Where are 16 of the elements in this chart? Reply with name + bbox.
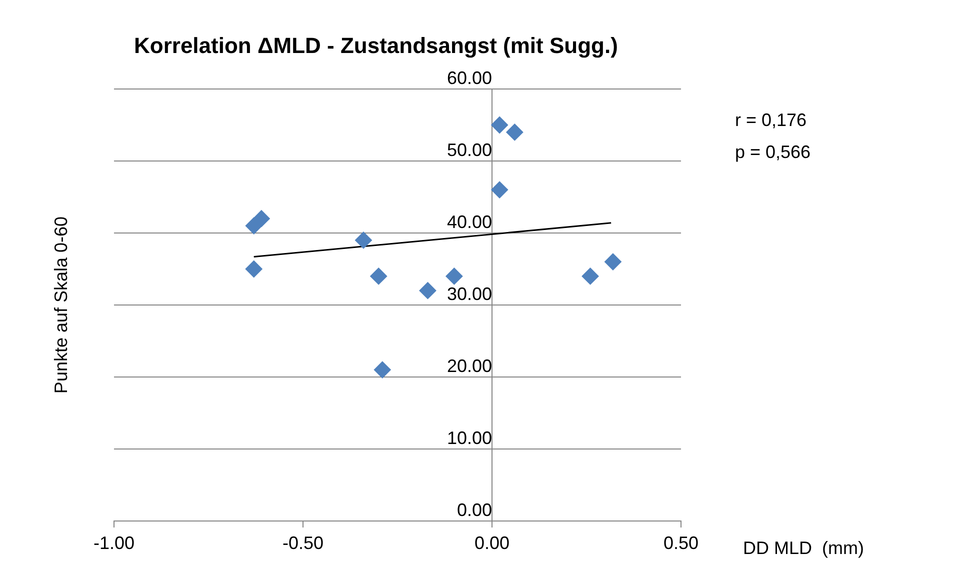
chart-title: Korrelation ΔMLD - Zustandsangst (mit Sugg.) <box>134 33 618 58</box>
y-tick-label: 0.00 <box>456 500 492 520</box>
x-tick-label: -0.50 <box>282 532 324 553</box>
y-tick-label: 30.00 <box>446 284 492 304</box>
y-tick-label: 10.00 <box>446 428 492 448</box>
text: r = 0,176 <box>735 110 807 130</box>
x-tick-label: 0.50 <box>663 532 699 553</box>
y-axis-title: Punkte auf Skala 0-60 <box>50 216 71 394</box>
y-tick-label: 50.00 <box>446 140 492 160</box>
text: p = 0,566 <box>735 142 811 162</box>
y-tick-label: 20.00 <box>446 356 492 376</box>
x-axis-title: DD MLD (mm) <box>743 538 864 558</box>
y-tick-label: 40.00 <box>446 212 492 232</box>
y-tick-label: 60.00 <box>446 68 492 88</box>
x-tick-label: -1.00 <box>93 532 135 553</box>
x-tick-label: 0.00 <box>474 532 510 553</box>
